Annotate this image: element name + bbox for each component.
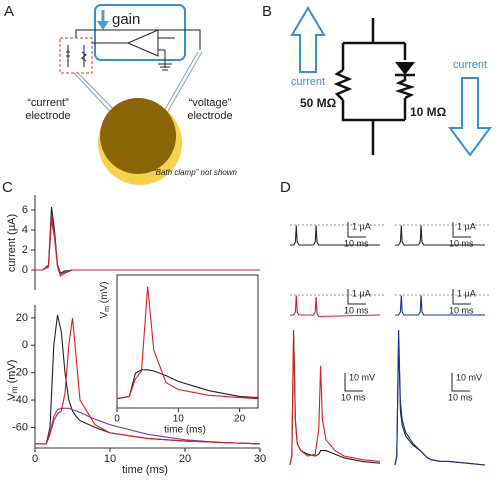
x-tick-label: 20 (179, 453, 191, 465)
label-part: (mV) (99, 282, 110, 306)
label-sub: m (10, 386, 19, 393)
scale-label: 1 µA (352, 288, 371, 298)
panel-label: D (280, 179, 291, 196)
scale-label: 10 ms (448, 392, 473, 402)
y-axis-label: Vm (mV) (6, 360, 19, 401)
gain-box (94, 4, 186, 61)
resistor-label: 50 MΩ (300, 96, 337, 110)
voltage-trace (35, 317, 261, 445)
inset-y-label: Vm (mV) (99, 282, 111, 319)
voltage-electrode (159, 51, 203, 119)
x-axis-label: time (ms) (122, 464, 168, 476)
inset-x-label: time (ms) (164, 425, 206, 436)
resistor-label: 10 MΩ (410, 105, 447, 119)
y-tick-label: -60 (12, 421, 28, 433)
panel-label: C (2, 179, 13, 196)
scale-bar (347, 222, 366, 238)
scale-bar (451, 373, 470, 392)
voltage-trace (35, 407, 261, 445)
bath-note: “Bath clamp” not shown (153, 168, 238, 177)
dashed-box (59, 37, 93, 74)
voltage-trace (289, 335, 381, 466)
scale-label: 10 ms (341, 392, 366, 402)
electrode-label: “current” (27, 97, 69, 109)
scale-label: 10 mV (349, 372, 375, 382)
y-tick-label: 2 (22, 244, 28, 256)
inset-trace (116, 286, 259, 400)
label-part: (mV) (6, 360, 18, 387)
y-tick-label: 20 (16, 312, 28, 324)
diode (395, 62, 415, 75)
resistor-2 (395, 73, 415, 100)
scale-label: 10 ms (344, 305, 369, 315)
panel-label: B (262, 3, 272, 20)
x-tick-label: 0 (32, 453, 38, 465)
wires (75, 29, 201, 71)
current-text: current (291, 76, 325, 88)
scale-label: 1 µA (352, 221, 371, 231)
scale-label: 10 ms (449, 238, 474, 248)
electrode-label: electrode (25, 110, 70, 122)
current-trace (395, 295, 485, 316)
y-tick-label: 4 (22, 224, 28, 236)
voltage-trace (394, 329, 486, 466)
label-part: V (6, 392, 18, 400)
resistor-1 (333, 68, 353, 101)
scale-label: 10 mV (456, 372, 482, 382)
y-axis-label: current (µA) (6, 214, 18, 272)
x-tick-label: 10 (173, 414, 185, 425)
scale-label: 10 ms (344, 238, 369, 248)
current-trace (35, 206, 260, 274)
scale-bar (344, 373, 363, 392)
scale-bar (452, 222, 471, 238)
gain-arrow-head (97, 21, 109, 30)
voltage-trace (289, 329, 381, 466)
panel-label: A (4, 3, 14, 20)
y-tick-label: 0 (22, 339, 28, 351)
scale-label: 10 ms (449, 305, 474, 315)
cell (100, 98, 176, 174)
circuit (66, 45, 87, 67)
electrode-label: “voltage” (189, 97, 232, 109)
x-tick-label: 0 (114, 414, 120, 425)
current-trace (35, 219, 260, 275)
current-text: current (453, 59, 487, 71)
current-trace (290, 295, 381, 318)
y-tick-label: 6 (22, 204, 28, 216)
current-trace (290, 225, 380, 246)
y-tick-label: -40 (12, 394, 28, 406)
current-trace (395, 225, 485, 246)
scale-label: 1 µA (457, 221, 476, 231)
scale-bar (347, 289, 366, 305)
circuit-wires (341, 18, 407, 155)
x-tick-label: 30 (254, 453, 266, 465)
inset-frame (116, 274, 259, 409)
scale-bar (452, 289, 471, 305)
current-trace (35, 214, 260, 277)
scale-label: 1 µA (457, 288, 476, 298)
label-sub: m (104, 306, 111, 312)
label-part: V (99, 311, 110, 318)
y-tick-label: -20 (12, 367, 28, 379)
x-tick-label: 10 (104, 453, 116, 465)
y-tick-label: 0 (22, 264, 28, 276)
x-tick-label: 20 (234, 414, 246, 425)
gain-text: gain (112, 11, 140, 28)
inset-trace (116, 369, 259, 400)
electrode-label: electrode (187, 110, 232, 122)
current-arrow-up (290, 6, 326, 73)
current-arrow-down (448, 77, 492, 157)
amplifier (126, 29, 159, 57)
